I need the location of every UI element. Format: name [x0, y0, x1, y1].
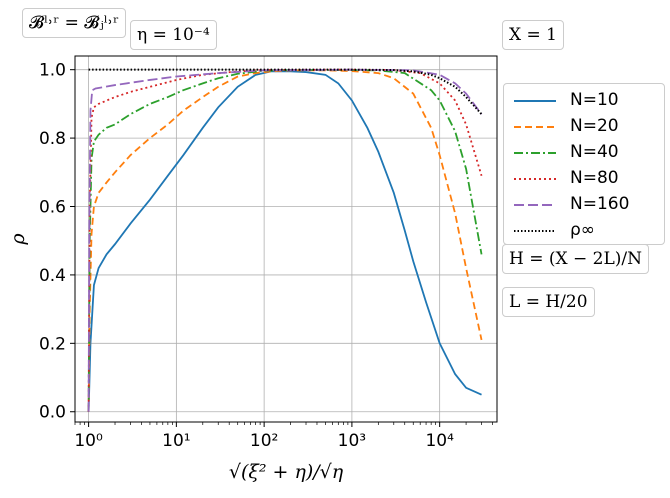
annotation-l: L = H/20 [502, 287, 595, 317]
legend-label: N=40 [570, 142, 619, 162]
y-tick-label: 0.8 [39, 129, 66, 149]
x-tick-label: 10⁴ [425, 431, 454, 451]
legend-swatch [514, 152, 556, 154]
annotation-eta: η = 10⁻⁴ [130, 20, 217, 50]
plot-frame [74, 55, 498, 423]
series-line-1 [87, 69, 483, 412]
series-line-0 [87, 70, 482, 412]
x-axis-label: √(ξ² + η)/√η [229, 461, 344, 483]
legend-swatch [514, 100, 556, 102]
legend-swatch [514, 230, 556, 232]
annotation-bounds: 𝓑ˡ˒ʳ = 𝓑ⱼˡ˒ʳ [22, 8, 127, 38]
legend-label: N=10 [570, 90, 619, 110]
legend-entry: ρ∞ [512, 218, 660, 244]
legend-swatch [514, 178, 556, 180]
legend-label: N=80 [570, 168, 619, 188]
series-line-2 [87, 69, 483, 412]
legend-label: ρ∞ [570, 220, 595, 240]
series-line-4 [87, 68, 483, 412]
x-tick-label: 10³ [338, 431, 366, 451]
annotation-x: X = 1 [502, 20, 564, 50]
legend-entry: N=20 [512, 114, 660, 140]
series-line-3 [87, 68, 483, 412]
y-tick-label: 0.4 [39, 266, 66, 286]
y-tick-label: 0.6 [39, 198, 66, 218]
legend-entry: N=160 [512, 192, 660, 218]
legend-entry: N=40 [512, 140, 660, 166]
x-tick-label: 10² [250, 431, 278, 451]
series-line-5 [88, 68, 483, 115]
y-tick-label: 1.0 [39, 61, 66, 81]
legend-label: N=160 [570, 194, 630, 214]
legend-label: N=20 [570, 116, 619, 136]
legend: N=10 N=20 N=40 N=80 N=160 ρ∞ [503, 83, 665, 245]
legend-swatch [514, 126, 556, 128]
y-tick-label: 0.0 [39, 403, 66, 423]
x-tick-label: 10¹ [162, 431, 190, 451]
y-axis-label: ρ [7, 233, 29, 246]
annotation-h: H = (X − 2L)/N [502, 244, 650, 274]
x-tick-label: 10⁰ [74, 431, 103, 451]
y-tick-label: 0.2 [39, 334, 66, 354]
legend-swatch [514, 204, 556, 206]
legend-entry: N=10 [512, 88, 660, 114]
legend-entry: N=80 [512, 166, 660, 192]
